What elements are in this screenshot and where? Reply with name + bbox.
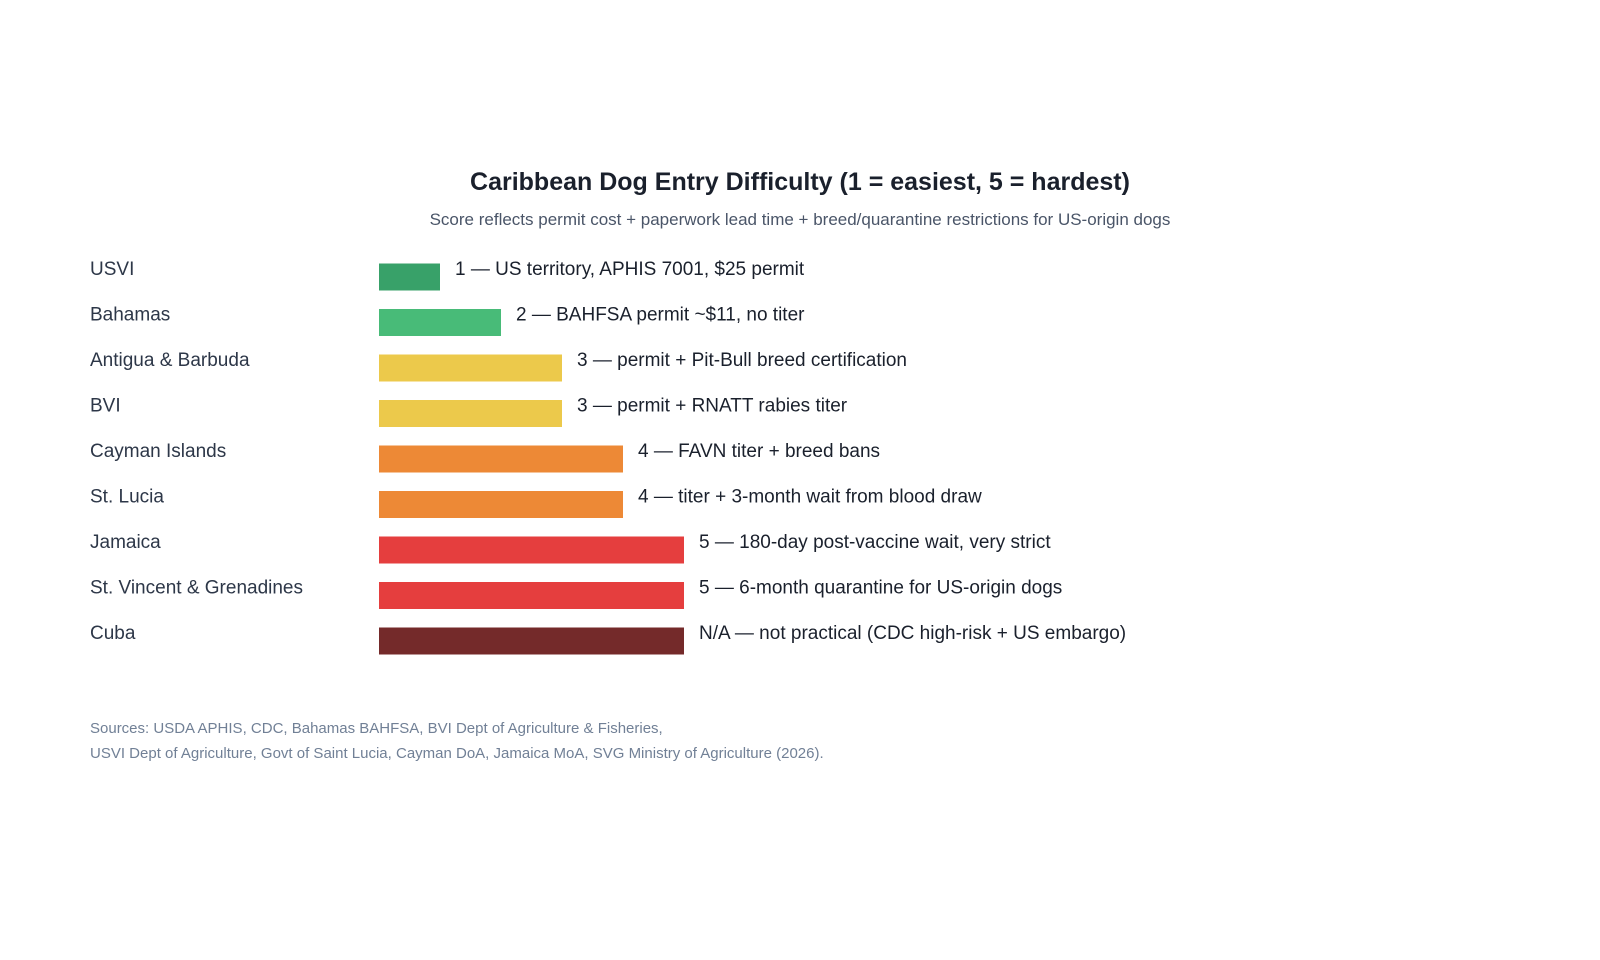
data-label: 1 — US territory, APHIS 7001, $25 permit xyxy=(455,259,805,280)
sources-line-2: USVI Dept of Agriculture, Govt of Saint … xyxy=(90,745,824,762)
bar xyxy=(379,536,684,564)
bar xyxy=(379,354,562,382)
bar xyxy=(379,627,684,655)
data-label: 4 — titer + 3-month wait from blood draw xyxy=(638,487,982,508)
data-label: 4 — FAVN titer + breed bans xyxy=(638,441,880,462)
data-label: N/A — not practical (CDC high-risk + US … xyxy=(699,623,1126,644)
category-label: Jamaica xyxy=(90,532,161,553)
category-label: Antigua & Barbuda xyxy=(90,350,250,371)
category-label: Cayman Islands xyxy=(90,441,226,462)
sources-line-1: Sources: USDA APHIS, CDC, Bahamas BAHFSA… xyxy=(90,720,663,737)
category-label: St. Vincent & Grenadines xyxy=(90,578,303,599)
category-label: Cuba xyxy=(90,623,136,644)
category-label: St. Lucia xyxy=(90,487,164,508)
sources-note: Sources: USDA APHIS, CDC, Bahamas BAHFSA… xyxy=(90,716,824,766)
bar xyxy=(379,491,623,518)
chart-subtitle: Score reflects permit cost + paperwork l… xyxy=(429,210,1171,229)
data-label: 5 — 6-month quarantine for US-origin dog… xyxy=(699,578,1062,599)
category-label: BVI xyxy=(90,396,121,417)
bar xyxy=(379,263,440,291)
bar xyxy=(379,582,684,609)
data-label: 3 — permit + Pit-Bull breed certificatio… xyxy=(577,350,907,371)
category-label: USVI xyxy=(90,259,134,280)
category-label: Bahamas xyxy=(90,305,170,326)
bar xyxy=(379,445,623,473)
chart-title: Caribbean Dog Entry Difficulty (1 = easi… xyxy=(470,168,1130,196)
bar xyxy=(379,400,562,427)
data-label: 2 — BAHFSA permit ~$11, no titer xyxy=(516,305,805,326)
data-label: 3 — permit + RNATT rabies titer xyxy=(577,396,848,417)
data-label: 5 — 180-day post-vaccine wait, very stri… xyxy=(699,532,1051,553)
bar xyxy=(379,309,501,336)
